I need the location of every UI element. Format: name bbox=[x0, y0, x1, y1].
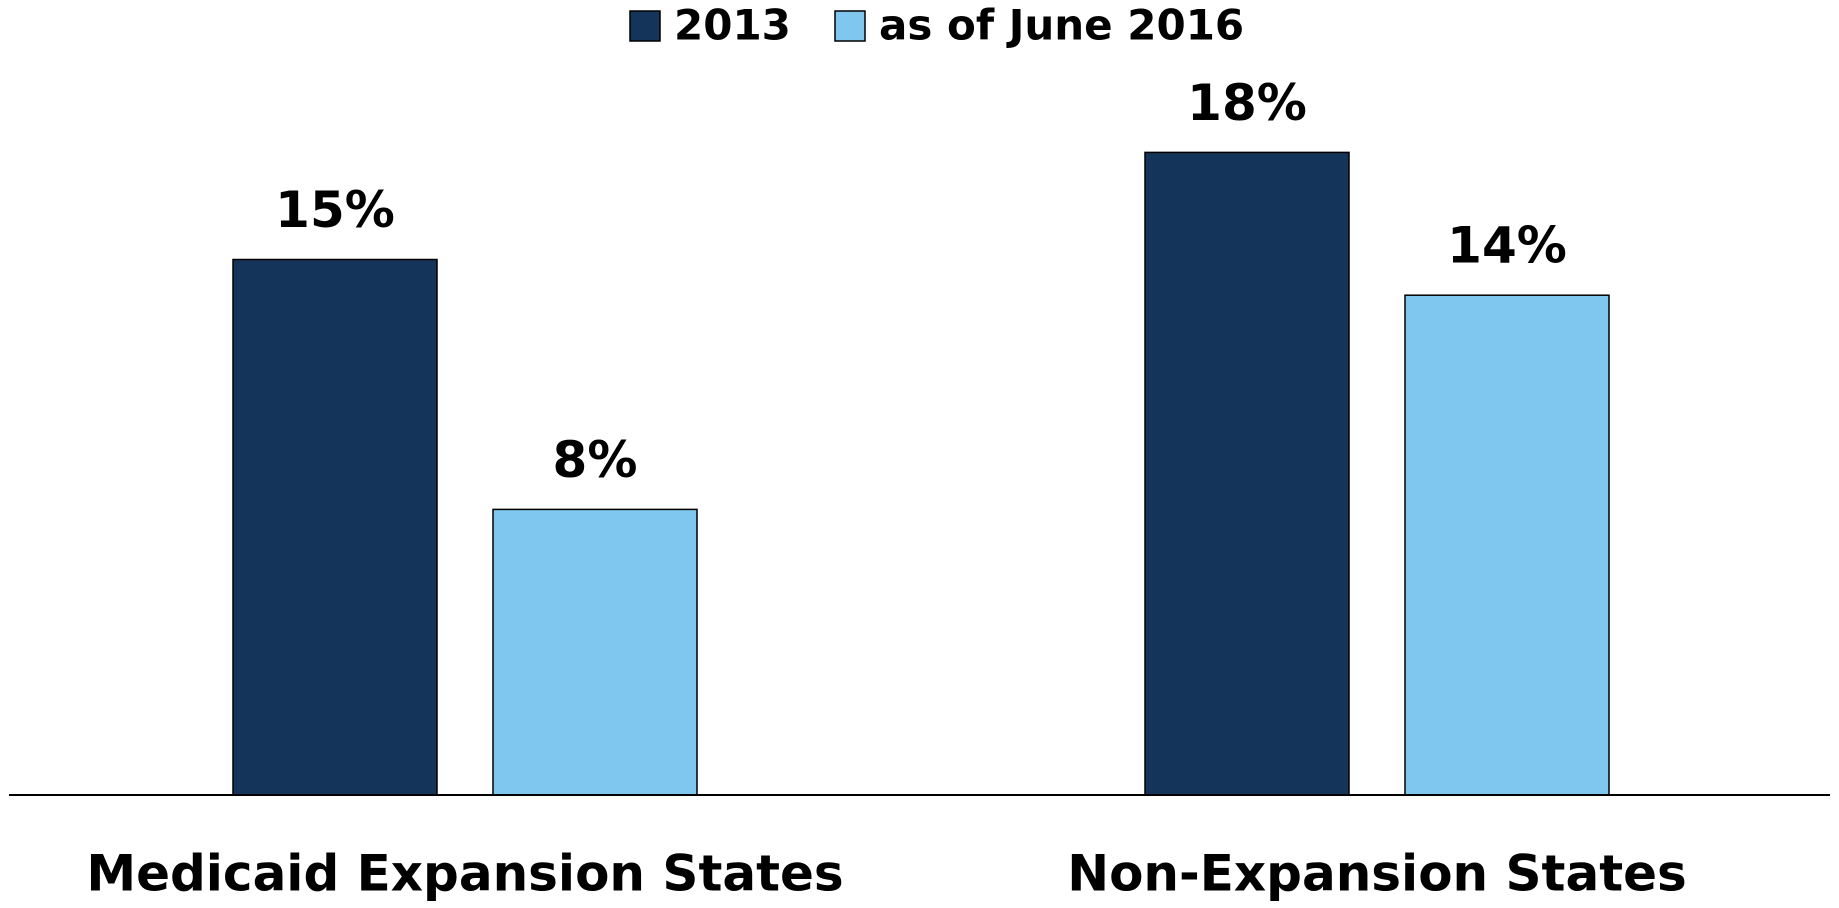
bar bbox=[1404, 294, 1610, 796]
bar bbox=[492, 508, 698, 796]
value-label: 15% bbox=[275, 181, 395, 239]
value-label: 8% bbox=[553, 431, 638, 489]
bar bbox=[232, 258, 438, 796]
bar bbox=[1144, 151, 1350, 796]
legend-swatch bbox=[629, 10, 661, 42]
value-label: 14% bbox=[1447, 217, 1567, 275]
legend-label: as of June 2016 bbox=[879, 1, 1244, 50]
legend-label: 2013 bbox=[674, 1, 791, 50]
value-label: 18% bbox=[1187, 74, 1307, 132]
category-label: Medicaid Expansion States bbox=[86, 845, 843, 903]
legend-swatch bbox=[834, 10, 866, 42]
category-label: Non-Expansion States bbox=[1067, 845, 1687, 903]
